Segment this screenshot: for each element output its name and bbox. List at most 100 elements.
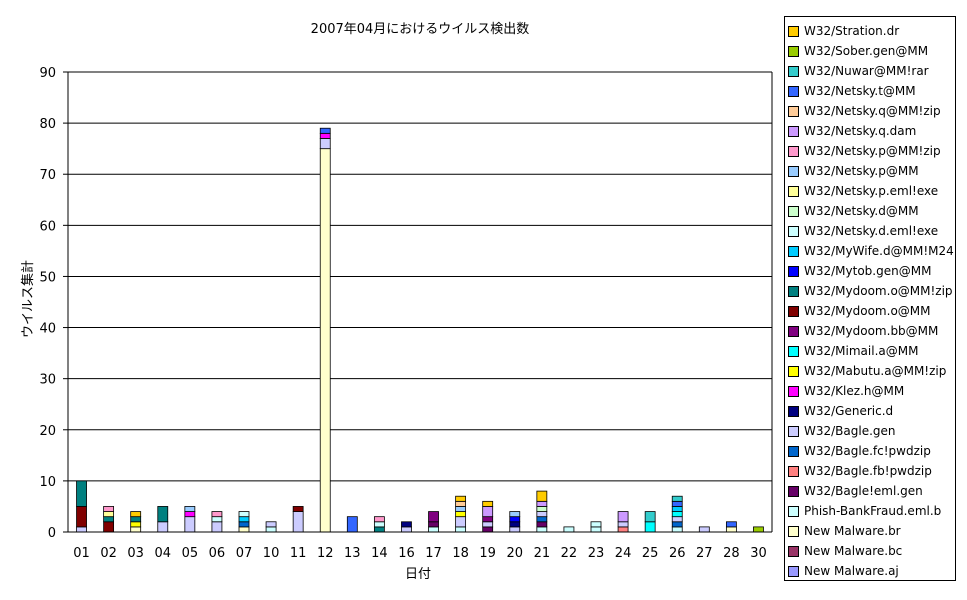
bar-segment xyxy=(644,521,656,533)
legend-item: W32/Netsky.d.eml!exe xyxy=(785,221,955,241)
legend-swatch xyxy=(788,285,799,297)
bar-segment xyxy=(157,521,169,533)
legend-label: W32/Netsky.q.dam xyxy=(804,124,917,138)
legend-item: W32/Stration.dr xyxy=(785,21,955,41)
bar-segment xyxy=(184,506,196,512)
x-tick-label: 24 xyxy=(615,546,632,561)
x-tick-label: 06 xyxy=(209,546,226,561)
bar-segment xyxy=(671,495,683,502)
legend-label: W32/Mabutu.a@MM!zip xyxy=(804,364,947,378)
legend-swatch xyxy=(788,45,799,57)
axes xyxy=(63,71,773,533)
bar-segment xyxy=(563,526,575,533)
bar-segment xyxy=(265,526,277,533)
legend-swatch xyxy=(788,365,799,377)
legend-swatch xyxy=(788,245,799,257)
x-tick-label: 13 xyxy=(344,546,361,561)
legend-swatch xyxy=(788,65,799,77)
bar-segment xyxy=(617,521,629,528)
bar-segment xyxy=(482,506,494,518)
bar-segment xyxy=(698,526,710,533)
legend-swatch xyxy=(788,425,799,437)
legend-item: W32/Klez.h@MM xyxy=(785,381,955,401)
bar-segment xyxy=(103,521,115,533)
y-tick-label: 90 xyxy=(39,66,56,81)
y-tick-label: 80 xyxy=(39,117,56,132)
legend-swatch xyxy=(788,545,799,557)
bar-segment xyxy=(157,506,169,523)
legend-swatch xyxy=(788,465,799,477)
bar-segment xyxy=(130,526,142,533)
legend-swatch xyxy=(788,265,799,277)
y-tick-label: 50 xyxy=(39,270,56,285)
gridlines xyxy=(68,71,772,482)
bar-segment xyxy=(536,526,548,533)
legend-swatch xyxy=(788,185,799,197)
legend-swatch xyxy=(788,485,799,497)
bar-segment xyxy=(319,148,331,533)
legend-label: W32/Mimail.a@MM xyxy=(804,344,919,358)
legend-swatch xyxy=(788,405,799,417)
bar-segment xyxy=(238,521,250,528)
legend-item: W32/Nuwar@MM!rar xyxy=(785,61,955,81)
bar-segment xyxy=(76,480,87,507)
legend-label: W32/Stration.dr xyxy=(804,24,900,38)
bar-segment xyxy=(536,516,548,523)
x-tick-label: 17 xyxy=(425,546,442,561)
legend-swatch xyxy=(788,565,799,577)
x-tick-label: 26 xyxy=(669,546,686,561)
bar-segment xyxy=(184,511,196,518)
x-tick-label: 04 xyxy=(154,546,171,561)
bar-segment xyxy=(455,526,467,533)
x-tick-label: 12 xyxy=(317,546,334,561)
bar-segment xyxy=(76,506,87,528)
bar-segment xyxy=(211,516,223,523)
x-tick-label: 20 xyxy=(506,546,523,561)
legend-item: W32/Netsky.d@MM xyxy=(785,201,955,221)
y-tick-labels: 0 10 20 30 40 50 60 70 80 90 xyxy=(39,66,56,541)
bar-segment xyxy=(130,516,142,523)
bar-segment xyxy=(536,506,548,512)
bar-segment xyxy=(509,521,521,528)
bar-segment xyxy=(671,516,683,523)
bar-segment xyxy=(509,526,521,533)
bar-segment xyxy=(753,526,764,533)
legend-swatch xyxy=(788,105,799,117)
legend-label: W32/Bagle.fb!pwdzip xyxy=(804,464,932,478)
legend-label: W32/Netsky.p.eml!exe xyxy=(804,184,939,198)
legend-label: New Malware.br xyxy=(804,524,901,538)
bar-segment xyxy=(211,511,223,518)
y-tick-label: 40 xyxy=(39,322,56,337)
legend-label: W32/Bagle!eml.gen xyxy=(804,484,923,498)
legend-item: W32/Mytob.gen@MM xyxy=(785,261,955,281)
bar-segment xyxy=(238,516,250,523)
legend-swatch xyxy=(788,525,799,537)
legend-item: W32/Mydoom.o@MM xyxy=(785,301,955,321)
bar-segment xyxy=(373,521,385,528)
bar-segment xyxy=(725,521,737,528)
x-tick-label: 05 xyxy=(182,546,199,561)
legend-swatch xyxy=(788,325,799,337)
bar-segment xyxy=(671,506,683,512)
bars xyxy=(76,127,764,533)
legend-label: New Malware.bc xyxy=(804,544,903,558)
legend-label: W32/Mydoom.o@MM!zip xyxy=(804,284,953,298)
bar-segment xyxy=(428,511,439,523)
legend-item: New Malware.br xyxy=(785,521,955,541)
legend-label: W32/Mydoom.o@MM xyxy=(804,304,931,318)
legend-item: W32/MyWife.d@MM!M24 xyxy=(785,241,955,261)
bar-segment xyxy=(319,132,331,139)
legend-item: W32/Netsky.p@MM xyxy=(785,161,955,181)
x-tick-labels: 01 02 03 04 05 06 07 10 11 12 13 14 16 17 18 19 20 21 22 23… xyxy=(73,546,766,561)
legend-label: W32/Nuwar@MM!rar xyxy=(804,64,929,78)
bar-segment xyxy=(482,521,494,528)
legend-label: W32/Netsky.d.eml!exe xyxy=(804,224,939,238)
legend-item: New Malware.aj xyxy=(785,561,955,581)
legend-swatch xyxy=(788,385,799,397)
legend-item: W32/Bagle.fc!pwdzip xyxy=(785,441,955,461)
legend-item: W32/Netsky.p@MM!zip xyxy=(785,141,955,161)
legend: W32/Stration.dr W32/Sober.gen@MM W32/Nuwar… xyxy=(784,16,956,581)
bar-segment xyxy=(103,516,115,523)
legend-item: New Malware.bc xyxy=(785,541,955,561)
